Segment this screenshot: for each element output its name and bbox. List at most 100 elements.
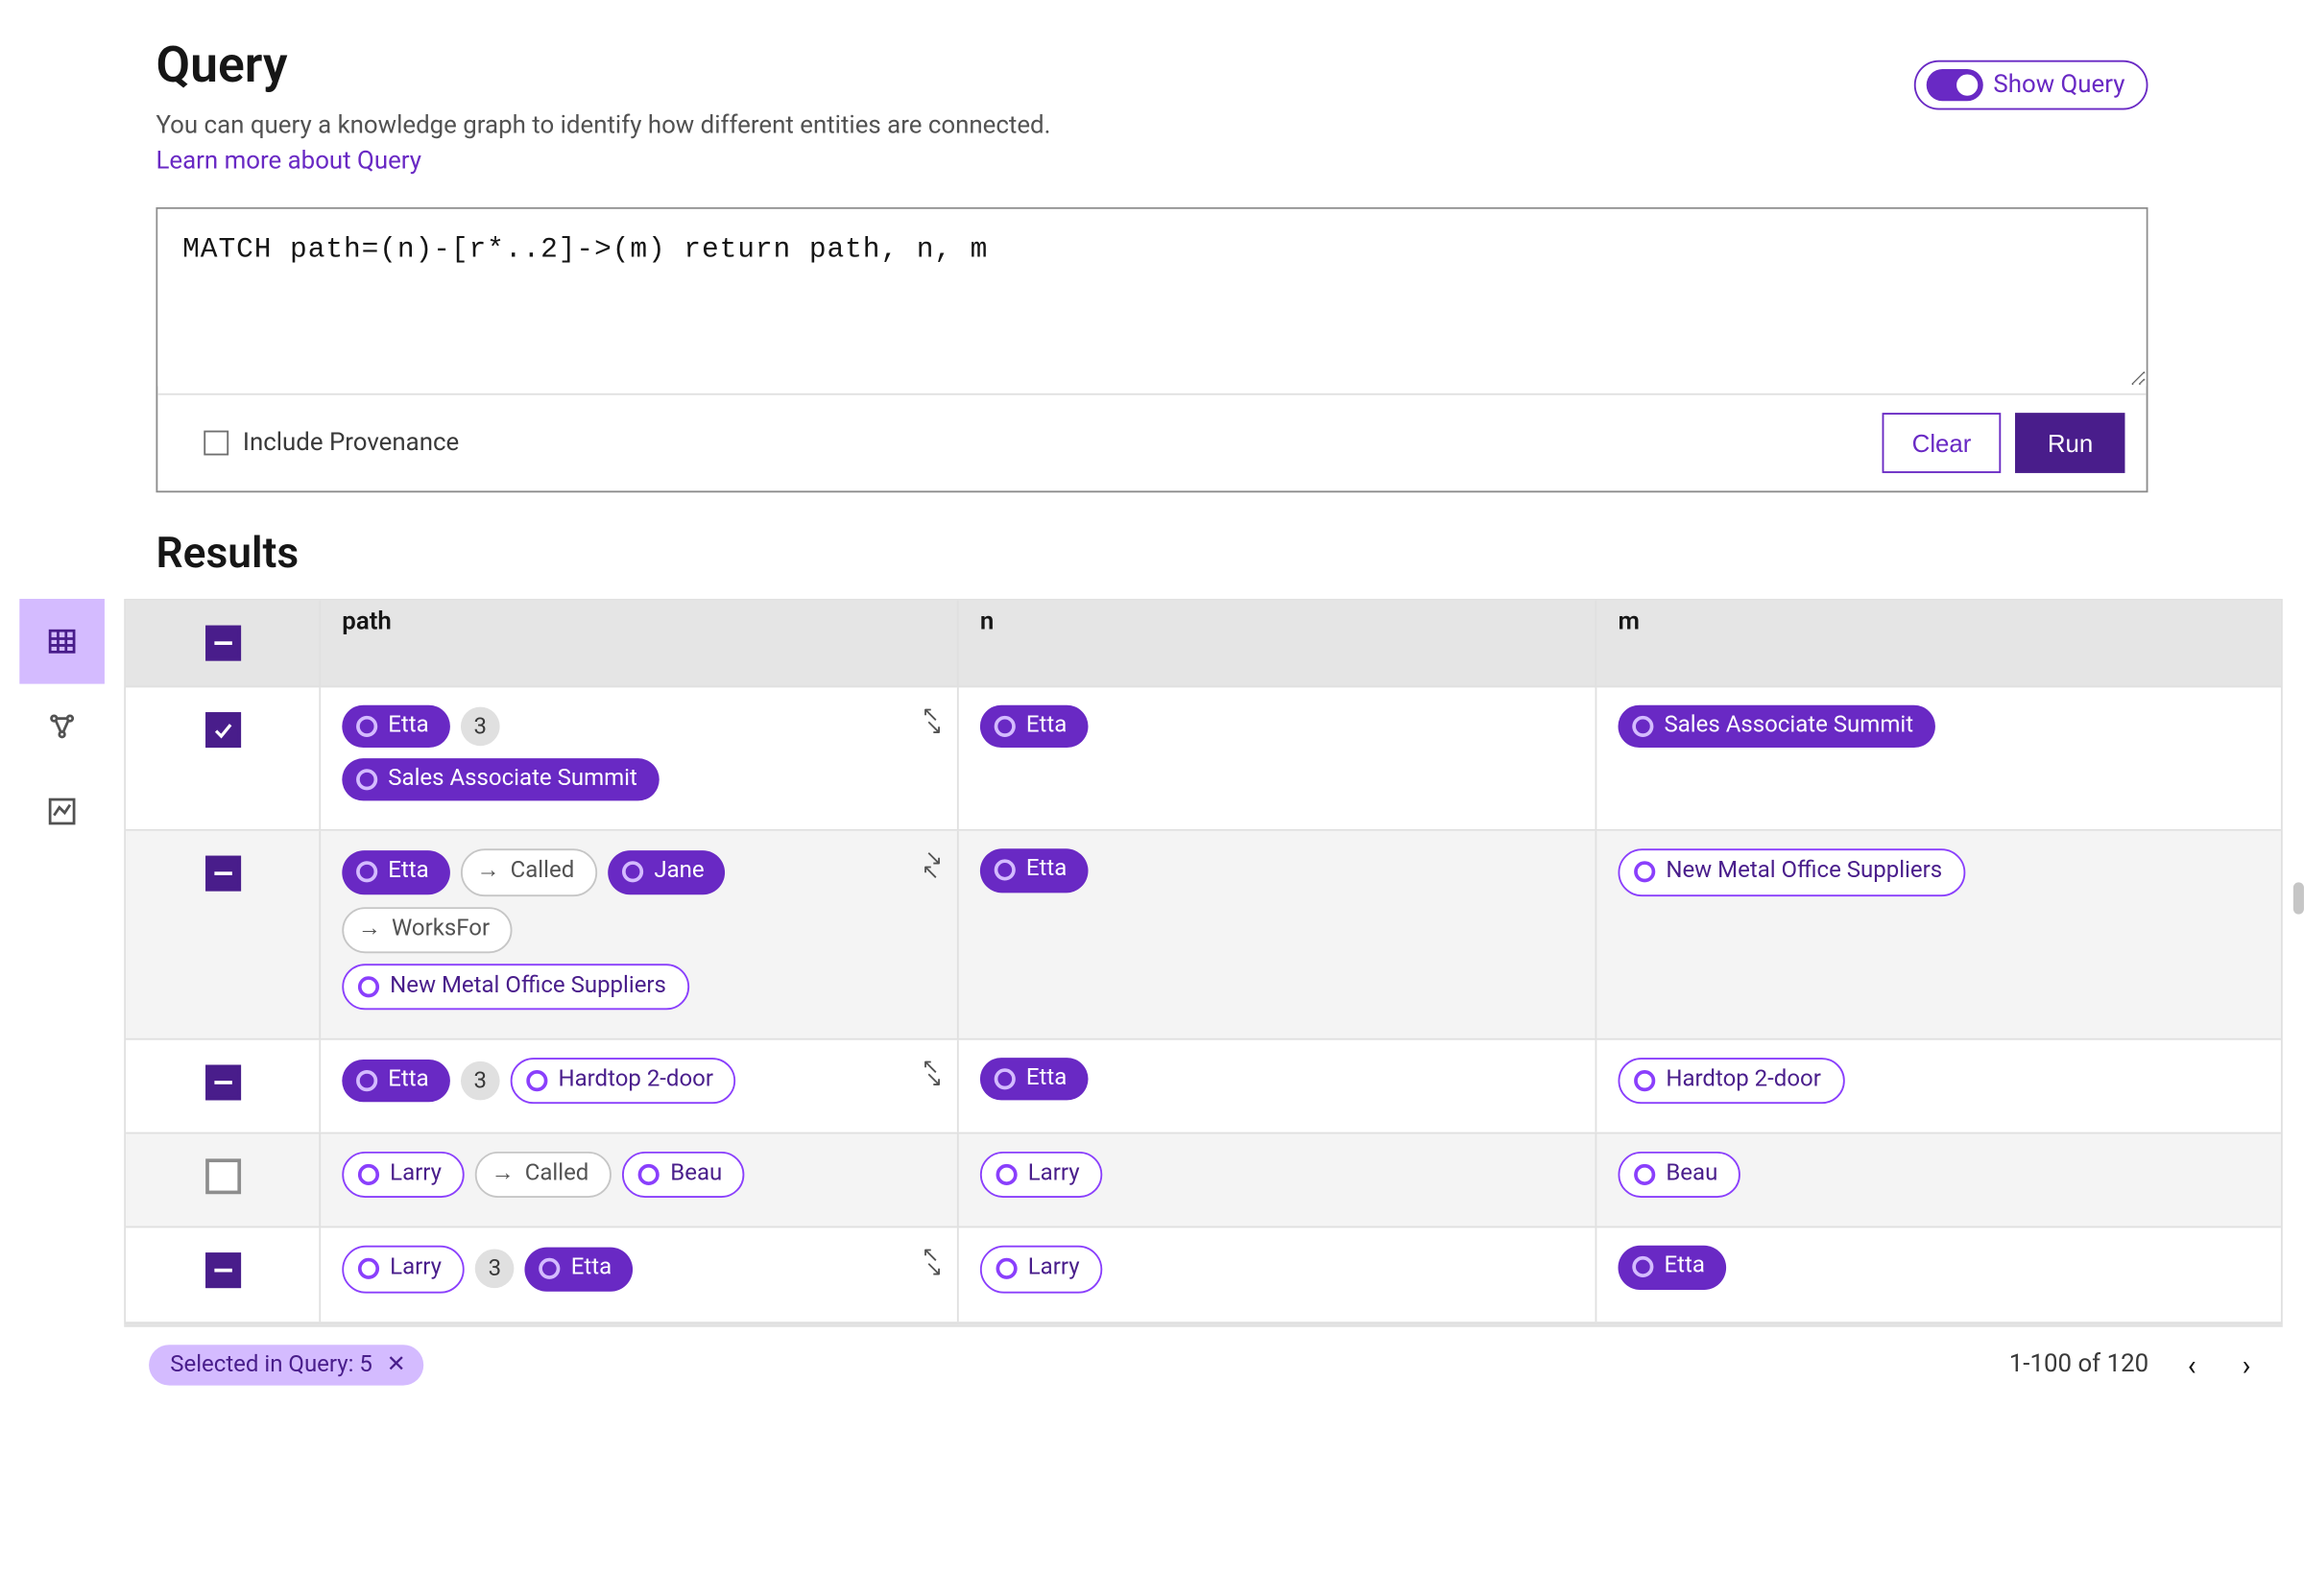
selected-count-pill[interactable]: Selected in Query: 5 ✕ [149,1344,423,1384]
show-query-toggle[interactable]: Show Query [1913,60,2148,110]
node-chip[interactable]: Larry [980,1246,1103,1292]
table-header-row: path n m [126,601,2281,687]
node-chip[interactable]: Etta [525,1248,634,1291]
column-header-m[interactable]: m [1596,601,2281,686]
count-badge: 3 [461,707,500,747]
chip-label: Hardtop 2-door [558,1064,713,1097]
node-chip[interactable]: Larry [342,1246,465,1292]
node-dot-icon [1634,862,1655,883]
node-chip[interactable]: Beau [622,1152,745,1198]
node-dot-icon [622,862,643,883]
node-chip[interactable]: Etta [980,705,1089,749]
node-chip[interactable]: New Metal Office Suppliers [342,964,689,1010]
chip-label: Etta [388,1064,428,1097]
column-header-n[interactable]: n [959,601,1597,686]
node-dot-icon [995,860,1016,881]
node-chip[interactable]: Jane [608,851,725,894]
include-provenance-label: Include Provenance [243,429,459,458]
chip-label: Etta [1664,1251,1704,1284]
node-chip[interactable]: Etta [980,1058,1089,1101]
relationship-chip[interactable]: → WorksFor [342,906,513,952]
row-select-checkbox[interactable] [204,1253,240,1289]
node-dot-icon [358,1258,379,1279]
node-dot-icon [1632,716,1653,737]
chip-label: WorksFor [392,914,490,946]
row-select-checkbox[interactable] [204,856,240,892]
relationship-chip[interactable]: → Called [461,849,597,895]
toggle-switch-icon [1926,69,1982,101]
run-button[interactable]: Run [2016,413,2125,473]
results-table: path n m Etta3Sales Associate Summit↖ ↘E… [124,599,2283,1324]
chip-label: Etta [1026,855,1067,888]
chip-label: Etta [571,1253,612,1286]
chip-label: Larry [390,1253,442,1286]
include-provenance[interactable]: Include Provenance [179,429,459,458]
results-title: Results [156,528,2148,578]
chart-view-button[interactable] [19,769,105,854]
node-dot-icon [358,976,379,997]
table-row: Etta 3 Sales Associate Summit ↖ ↘ Etta Sales … [126,687,2281,831]
query-box: Include Provenance Clear Run [156,207,2148,492]
node-chip[interactable]: Sales Associate Summit [1618,705,1934,749]
node-chip[interactable]: Hardtop 2-door [511,1058,736,1104]
next-page-button[interactable]: › [2235,1347,2258,1381]
scrollbar[interactable] [2293,599,2304,1402]
clear-button[interactable]: Clear [1882,413,2002,473]
arrow-icon: → [477,856,500,889]
page-title: Query [156,36,1050,94]
row-select-checkbox[interactable] [204,1064,240,1100]
table-row: Etta 3 Hardtop 2-door ↖ ↘ Etta Hardtop 2-door [126,1040,2281,1134]
chip-label: Called [511,856,575,889]
chip-label: Hardtop 2-door [1666,1064,1821,1097]
node-dot-icon [1632,1257,1653,1278]
expand-icon[interactable]: ↖ ↘ [922,1061,939,1087]
node-chip[interactable]: Etta [342,705,450,749]
page-range-label: 1-100 of 120 [2009,1350,2148,1379]
table-row: Larry→CalledBeauLarryBeau [126,1134,2281,1228]
select-all-checkbox[interactable] [204,626,240,661]
node-chip[interactable]: Etta [342,1060,450,1103]
chip-label: Sales Associate Summit [388,764,637,797]
chip-label: Called [525,1159,589,1192]
arrow-icon: → [358,914,381,946]
node-chip[interactable]: Larry [980,1152,1103,1198]
node-dot-icon [540,1258,561,1279]
page-subtitle: You can query a knowledge graph to ident… [156,111,1050,140]
node-chip[interactable]: Etta [1618,1246,1726,1289]
view-mode-rail [0,599,124,1402]
node-chip[interactable]: Hardtop 2-door [1618,1058,1843,1104]
node-chip[interactable]: Etta [980,849,1089,893]
node-chip[interactable]: Etta [342,851,450,894]
learn-more-link[interactable]: Learn more about Query [156,147,421,176]
prev-page-button[interactable]: ‹ [2180,1347,2203,1381]
node-dot-icon [1634,1164,1655,1185]
row-select-checkbox[interactable] [204,712,240,748]
node-dot-icon [1634,1070,1655,1091]
chip-label: Beau [1666,1159,1717,1192]
close-icon[interactable]: ✕ [387,1351,406,1378]
node-dot-icon [995,1068,1016,1089]
node-chip[interactable]: Sales Associate Summit [342,758,659,801]
node-dot-icon [995,716,1016,737]
graph-icon [46,710,78,742]
collapse-icon[interactable]: ↘↖ [922,853,939,879]
relationship-chip[interactable]: →Called [475,1152,612,1198]
table-icon [46,626,78,657]
row-select-checkbox[interactable] [204,1159,240,1195]
column-header-path[interactable]: path [321,601,959,686]
node-chip[interactable]: Beau [1618,1152,1740,1198]
expand-icon[interactable]: ↖ ↘ [922,1250,939,1275]
node-chip[interactable]: New Metal Office Suppliers [1618,849,1965,895]
chip-label: New Metal Office Suppliers [1666,856,1942,889]
query-input[interactable] [157,209,2146,387]
node-chip[interactable]: Larry [342,1152,465,1198]
table-view-button[interactable] [19,599,105,684]
graph-view-button[interactable] [19,684,105,770]
table-row: Etta → Called Jane → WorksFor New Metal Office… [126,832,2281,1040]
expand-icon[interactable]: ↖ ↘ [922,708,939,734]
chip-label: New Metal Office Suppliers [390,970,666,1003]
count-badge: 3 [461,1061,500,1101]
chip-label: Etta [1026,710,1067,743]
node-dot-icon [356,862,377,883]
pager: 1-100 of 120 ‹ › [2009,1347,2258,1381]
